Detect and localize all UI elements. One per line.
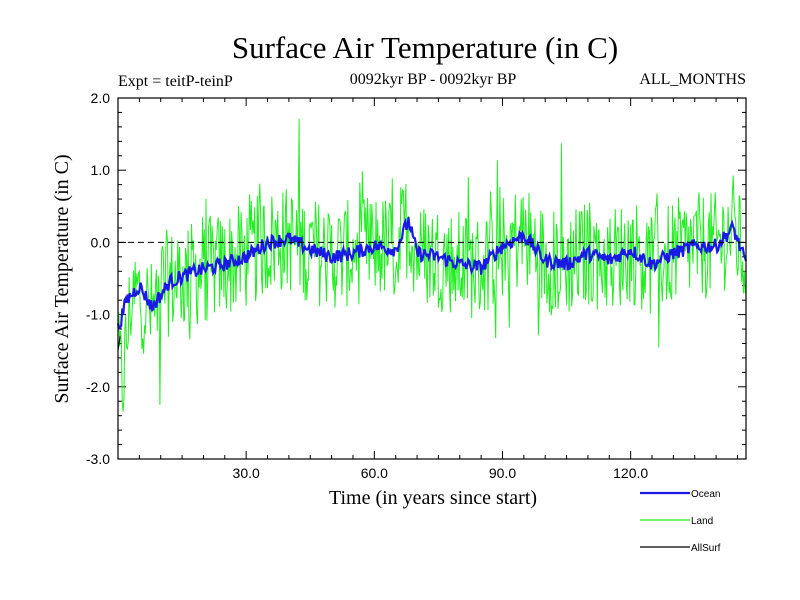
subtitle-months: ALL_MONTHS bbox=[639, 71, 746, 88]
legend-label-ocean: Ocean bbox=[691, 489, 720, 500]
y-tick-label: 1.0 bbox=[91, 162, 111, 178]
x-axis-label: Time (in years since start) bbox=[329, 487, 537, 509]
legend-label-allsurf: AllSurf bbox=[691, 543, 721, 554]
axis-ticks: 30.0 60.0 90.0 120.0 -3.0 -2.0 -1.0 0.0 1.0 2.0 bbox=[86, 90, 746, 481]
y-tick-label: 2.0 bbox=[91, 90, 111, 106]
x-tick-label: 90.0 bbox=[489, 465, 516, 481]
x-tick-label: 60.0 bbox=[361, 465, 388, 481]
x-tick-label: 30.0 bbox=[233, 465, 260, 481]
y-axis-label: Surface Air Temperature (in C) bbox=[51, 154, 73, 403]
plot-frame bbox=[117, 97, 747, 460]
x-tick-label: 120.0 bbox=[613, 465, 648, 481]
subtitle-period: 0092kyr BP - 0092kyr BP bbox=[350, 71, 517, 88]
legend-label-land: Land bbox=[691, 516, 713, 527]
y-tick-label: 0.0 bbox=[91, 234, 111, 250]
series-line-ocean bbox=[116, 217, 748, 330]
subtitle-expt: Expt = teitP-teinP bbox=[118, 73, 233, 90]
y-tick-label: -1.0 bbox=[86, 307, 110, 323]
series-line-land bbox=[117, 118, 746, 412]
y-tick-label: -3.0 bbox=[86, 451, 110, 467]
y-tick-label: -2.0 bbox=[86, 379, 110, 395]
chart-title: Surface Air Temperature (in C) bbox=[232, 30, 618, 65]
series-lines bbox=[116, 118, 748, 412]
legend: Ocean Land AllSurf bbox=[640, 489, 721, 554]
